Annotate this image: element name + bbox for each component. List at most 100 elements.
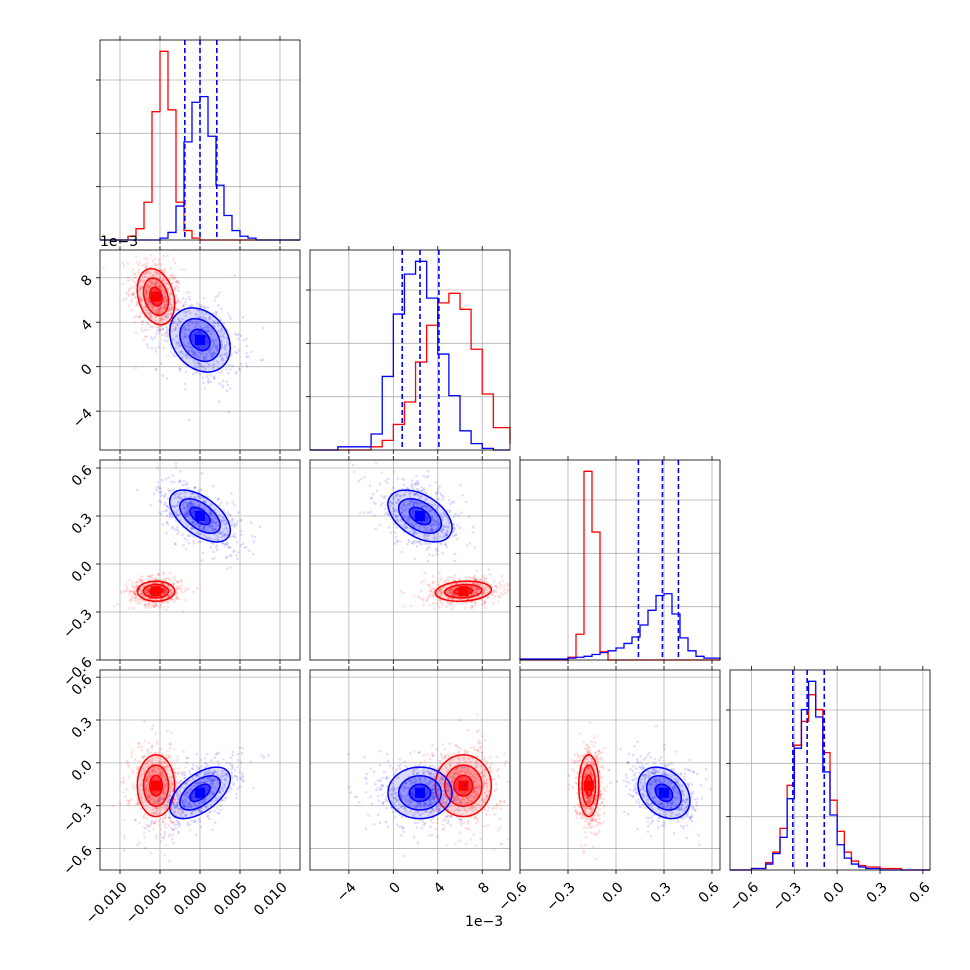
scatter-point xyxy=(437,793,440,797)
scatter-point xyxy=(184,370,188,374)
scatter-point xyxy=(146,589,150,592)
scatter-point xyxy=(396,510,399,513)
scatter-point xyxy=(206,764,209,768)
scatter-point xyxy=(162,590,166,593)
scatter-point xyxy=(143,328,147,332)
scatter-point xyxy=(236,557,239,561)
scatter-point xyxy=(158,284,162,288)
scatter-point xyxy=(146,587,150,591)
scatter-point xyxy=(178,367,182,370)
scatter-point xyxy=(241,774,244,777)
scatter-point xyxy=(185,791,189,795)
scatter-point xyxy=(446,576,450,579)
scatter-point xyxy=(161,820,165,823)
scatter-point xyxy=(132,590,135,593)
scatter-point xyxy=(206,777,210,781)
scatter-point xyxy=(225,761,228,765)
scatter-point xyxy=(221,542,224,545)
scatter-point xyxy=(416,501,419,504)
scatter-point xyxy=(415,806,418,809)
scatter-point xyxy=(216,322,220,325)
scatter-point xyxy=(179,496,182,500)
scatter-point xyxy=(163,589,167,593)
scatter-point xyxy=(144,827,147,830)
scatter-point xyxy=(116,602,119,606)
scatter-point xyxy=(419,542,423,546)
scatter-point xyxy=(145,303,148,307)
scatter-point xyxy=(170,307,174,310)
scatter-point xyxy=(151,809,154,812)
scatter-point xyxy=(446,526,450,529)
scatter-point xyxy=(195,312,198,316)
scatter-point xyxy=(138,789,142,792)
scatter-point xyxy=(470,576,474,580)
scatter-point xyxy=(422,488,425,491)
scatter-point xyxy=(236,787,240,790)
scatter-point xyxy=(444,534,447,537)
scatter-point xyxy=(134,366,138,370)
scatter-point xyxy=(453,552,457,556)
scatter-point xyxy=(175,804,178,807)
scatter-point xyxy=(174,301,178,305)
scatter-point xyxy=(236,333,240,336)
scatter-point xyxy=(189,495,192,499)
scatter-point xyxy=(187,513,191,517)
scatter-point xyxy=(470,600,474,604)
scatter-point xyxy=(188,343,192,346)
scatter-point xyxy=(447,579,451,582)
scatter-point xyxy=(406,518,409,522)
scatter-point xyxy=(419,581,423,584)
scatter-point xyxy=(137,745,140,749)
scatter-point xyxy=(473,787,476,791)
scatter-point xyxy=(134,758,137,761)
scatter-point xyxy=(168,859,171,863)
scatter-point xyxy=(434,480,438,484)
scatter-point xyxy=(188,779,192,782)
scatter-point xyxy=(133,592,136,596)
scatter-point xyxy=(173,494,176,497)
scatter-point xyxy=(452,799,456,803)
scatter-point xyxy=(127,304,131,308)
scatter-point xyxy=(127,775,131,779)
scatter-point xyxy=(466,728,469,732)
scatter-point xyxy=(155,834,158,837)
scatter-point xyxy=(196,773,199,777)
scatter-point xyxy=(204,326,207,329)
scatter-point xyxy=(141,575,144,578)
scatter-point xyxy=(166,805,169,809)
scatter-point xyxy=(209,523,212,526)
scatter-point xyxy=(473,596,477,600)
scatter-point xyxy=(481,771,484,774)
scatter-point xyxy=(175,595,178,599)
scatter-point xyxy=(215,345,218,348)
scatter-point xyxy=(149,253,153,257)
scatter-point xyxy=(179,268,183,271)
scatter-point xyxy=(209,355,213,358)
scatter-point xyxy=(206,328,209,332)
scatter-point xyxy=(432,809,436,813)
scatter-point xyxy=(185,781,188,785)
scatter-point xyxy=(203,526,206,529)
scatter-point xyxy=(480,602,484,606)
scatter-point xyxy=(184,506,187,510)
scatter-point xyxy=(195,366,198,369)
scatter-point xyxy=(212,520,215,523)
scatter-point xyxy=(454,772,457,776)
scatter-point xyxy=(217,797,220,800)
contour-red xyxy=(149,286,163,307)
scatter-point xyxy=(144,604,147,607)
scatter-point xyxy=(245,365,249,368)
scatter-point xyxy=(479,578,483,581)
scatter-point xyxy=(472,789,476,792)
scatter-point xyxy=(430,527,434,530)
scatter-point xyxy=(178,823,181,826)
scatter-point xyxy=(465,751,469,755)
scatter-point xyxy=(467,798,471,802)
scatter-point xyxy=(474,591,478,594)
scatter-point xyxy=(163,587,167,591)
scatter-point xyxy=(131,590,135,594)
scatter-point xyxy=(144,308,148,312)
density-peak-blue xyxy=(195,511,205,521)
scatter-point xyxy=(397,514,400,517)
scatter-point xyxy=(184,297,188,301)
